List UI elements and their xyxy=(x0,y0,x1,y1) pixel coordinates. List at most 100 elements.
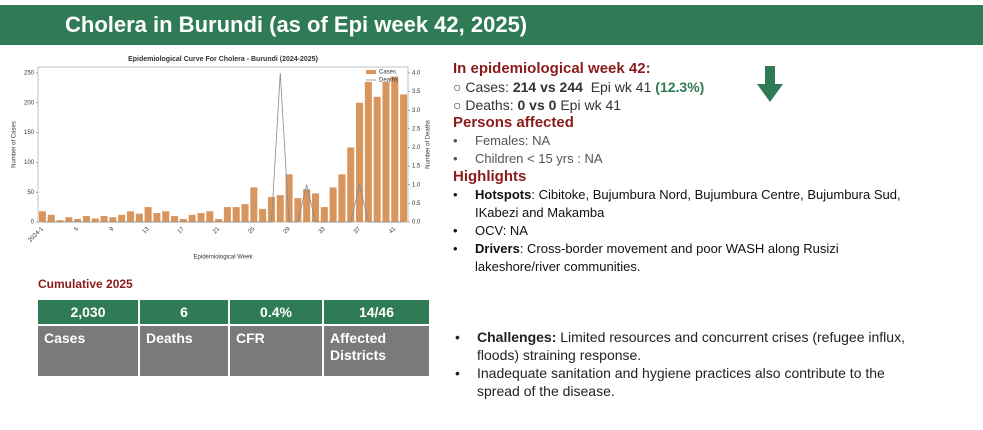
bar xyxy=(135,213,143,222)
x-tick-label: 33 xyxy=(318,226,327,235)
legend-label: Deaths xyxy=(379,78,398,84)
x-tick-label: 9 xyxy=(109,226,116,233)
y-tick-label: 200 xyxy=(24,100,35,106)
bar xyxy=(197,213,205,222)
stat-label: Affected Districts xyxy=(324,326,429,376)
bullet: • xyxy=(455,365,460,381)
y-tick-label: 250 xyxy=(24,71,35,77)
bar xyxy=(206,211,214,222)
bar xyxy=(347,147,355,222)
bar xyxy=(303,189,311,222)
value: 214 vs 244 xyxy=(512,79,583,95)
item-label: Challenges: xyxy=(477,329,557,345)
bar xyxy=(188,214,196,222)
stat-label: Deaths xyxy=(140,326,228,376)
down-arrow xyxy=(757,66,783,102)
x-tick-label: 29 xyxy=(283,226,292,235)
item-text: : Cross-border movement and poor WASH al… xyxy=(475,241,839,274)
bar xyxy=(82,216,90,222)
cumulative-table: 2,030 6 0.4% 14/46 Cases Deaths CFR Affected Di… xyxy=(38,300,429,376)
bar xyxy=(329,187,337,222)
bar xyxy=(65,217,73,222)
x-axis-label: Epidemiological Week xyxy=(194,255,254,261)
summary: In epidemiological week 42: ○ Cases: 214… xyxy=(453,60,913,276)
bar xyxy=(285,174,293,222)
bar xyxy=(294,198,302,222)
bar xyxy=(118,214,126,222)
item-text: Inadequate sanitation and hygiene practi… xyxy=(477,365,885,399)
deaths-line: ○ Deaths: 0 vs 0 Epi wk 41 xyxy=(453,97,622,113)
bullet-item: • OCV: NA xyxy=(453,222,913,240)
y-tick-label: 100 xyxy=(24,160,35,166)
slide-title: Cholera in Burundi (as of Epi week 42, 2… xyxy=(65,12,528,37)
challenges: • Challenges: Limited resources and concu… xyxy=(455,328,905,400)
bullet-item: • Children < 15 yrs : NA xyxy=(453,150,913,168)
chart: Epidemiological Curve For Cholera - Buru… xyxy=(12,56,432,261)
item-label: Drivers xyxy=(475,241,520,256)
y2-tick-label: 4.0 xyxy=(412,71,421,77)
stat-label: CFR xyxy=(230,326,322,376)
bar xyxy=(56,220,64,222)
bar xyxy=(373,96,381,222)
value: 0 vs 0 xyxy=(517,97,557,113)
bar xyxy=(171,216,179,222)
bullet-item: • Drivers: Cross-border movement and poor… xyxy=(453,240,913,276)
y2-axis-label: Number of Deaths xyxy=(426,120,432,169)
x-tick-label: 25 xyxy=(247,226,256,235)
bar xyxy=(223,207,231,222)
y2-tick-label: 2.0 xyxy=(412,145,421,151)
bar xyxy=(215,219,223,222)
stat-label: Cases xyxy=(38,326,138,376)
item-body: OCV: NA xyxy=(475,222,528,240)
heading: Persons affected xyxy=(453,114,574,131)
bar xyxy=(241,204,249,222)
x-tick-label: 2024-1 xyxy=(27,226,45,244)
bullet: • xyxy=(453,151,458,166)
legend-swatch xyxy=(366,70,376,74)
item-body: Hotspots: Cibitoke, Bujumbura Nord, Buju… xyxy=(475,186,913,222)
ref: Epi wk 41 xyxy=(560,97,622,113)
bullet: • xyxy=(453,187,458,202)
y2-tick-label: 1.5 xyxy=(412,164,421,170)
y2-tick-label: 0.5 xyxy=(412,201,421,207)
item-body: Challenges: Limited resources and concur… xyxy=(477,328,905,364)
stat-value: 0.4% xyxy=(230,300,322,324)
bar xyxy=(320,207,328,222)
stat-value: 14/46 xyxy=(324,300,429,324)
x-tick-label: 41 xyxy=(388,226,397,235)
header-bar: Cholera in Burundi (as of Epi week 42, 2… xyxy=(0,5,983,45)
cases-line: ○ Cases: 214 vs 244 Epi wk 41 (12.3%) xyxy=(453,79,705,95)
bar xyxy=(91,218,99,222)
bar xyxy=(356,102,364,222)
bar xyxy=(259,208,267,222)
item-body: Drivers: Cross-border movement and poor … xyxy=(475,240,913,276)
bar xyxy=(162,211,170,222)
bar xyxy=(100,216,108,222)
item-body: Inadequate sanitation and hygiene practi… xyxy=(477,364,905,400)
bullet: • xyxy=(453,223,458,238)
bullet: • xyxy=(453,241,458,256)
bullet: • xyxy=(455,329,460,345)
item-text: Females: NA xyxy=(475,133,551,148)
x-tick-label: 37 xyxy=(353,226,362,235)
item-label: Hotspots xyxy=(475,187,532,202)
legend-label: Cases xyxy=(379,70,396,76)
chart-title: Epidemiological Curve For Cholera - Buru… xyxy=(128,56,318,63)
bar xyxy=(400,94,408,222)
heading: In epidemiological week 42: xyxy=(453,60,651,77)
bar xyxy=(179,219,187,222)
bullet-item: • Females: NA xyxy=(453,132,913,150)
bullet: • xyxy=(453,133,458,148)
bar xyxy=(250,187,258,222)
x-tick-label: 13 xyxy=(142,226,151,235)
label: Deaths: xyxy=(465,97,514,113)
item-text: Children < 15 yrs : NA xyxy=(475,151,603,166)
bar xyxy=(74,219,82,222)
bullet-item: • Challenges: Limited resources and concu… xyxy=(455,328,905,364)
label: Cases: xyxy=(465,79,509,95)
bar xyxy=(338,174,346,222)
bar xyxy=(126,211,135,222)
stat-value: 6 xyxy=(140,300,228,324)
y-axis-label: Number of Cases xyxy=(12,121,18,168)
